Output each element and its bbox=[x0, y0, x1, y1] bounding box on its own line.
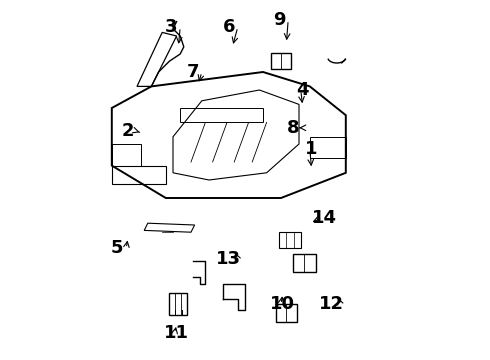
Text: 12: 12 bbox=[319, 295, 344, 313]
Text: 9: 9 bbox=[273, 11, 286, 29]
Text: 6: 6 bbox=[222, 18, 235, 36]
Text: 14: 14 bbox=[312, 209, 337, 227]
Text: 13: 13 bbox=[216, 250, 241, 268]
Text: 4: 4 bbox=[296, 81, 309, 99]
Text: 11: 11 bbox=[164, 324, 189, 342]
Text: 8: 8 bbox=[287, 119, 300, 137]
Text: 2: 2 bbox=[122, 122, 134, 140]
Text: 1: 1 bbox=[305, 140, 318, 158]
Text: 7: 7 bbox=[187, 63, 199, 81]
Text: 10: 10 bbox=[270, 295, 295, 313]
Text: 3: 3 bbox=[165, 18, 177, 36]
Text: 5: 5 bbox=[111, 239, 123, 257]
